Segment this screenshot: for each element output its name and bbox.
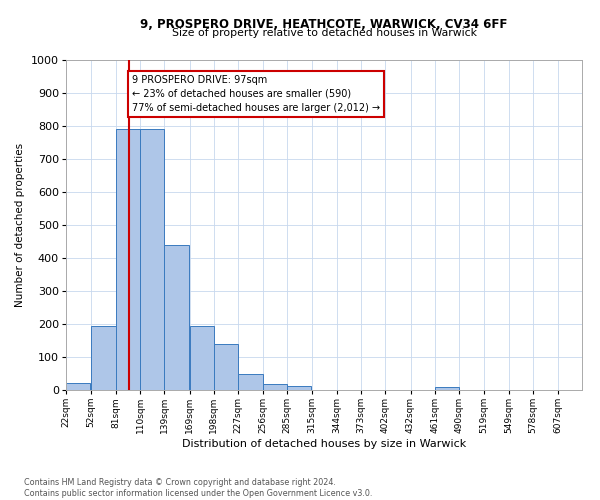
Y-axis label: Number of detached properties: Number of detached properties xyxy=(16,143,26,307)
Bar xyxy=(164,245,188,390)
X-axis label: Distribution of detached houses by size in Warwick: Distribution of detached houses by size … xyxy=(182,439,466,449)
Bar xyxy=(238,374,263,390)
Text: 9 PROSPERO DRIVE: 97sqm
← 23% of detached houses are smaller (590)
77% of semi-d: 9 PROSPERO DRIVE: 97sqm ← 23% of detache… xyxy=(131,75,380,113)
Bar xyxy=(214,344,238,390)
Bar xyxy=(116,130,140,390)
Bar xyxy=(66,384,91,390)
Bar xyxy=(287,386,311,390)
Text: Contains HM Land Registry data © Crown copyright and database right 2024.
Contai: Contains HM Land Registry data © Crown c… xyxy=(24,478,373,498)
Bar xyxy=(140,130,164,390)
Bar xyxy=(190,326,214,390)
Bar xyxy=(263,384,287,390)
Bar xyxy=(91,326,116,390)
Bar xyxy=(435,386,460,390)
Text: 9, PROSPERO DRIVE, HEATHCOTE, WARWICK, CV34 6FF: 9, PROSPERO DRIVE, HEATHCOTE, WARWICK, C… xyxy=(140,18,508,30)
Text: Size of property relative to detached houses in Warwick: Size of property relative to detached ho… xyxy=(172,28,476,38)
